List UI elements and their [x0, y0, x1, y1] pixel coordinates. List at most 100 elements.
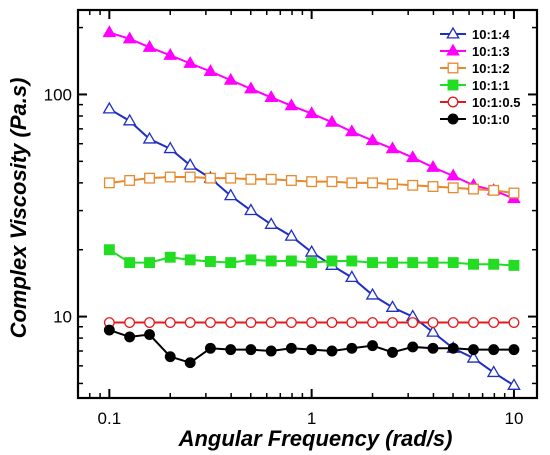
data-point — [468, 183, 479, 195]
data-point — [306, 344, 318, 356]
data-point — [407, 179, 419, 191]
data-point — [183, 56, 198, 68]
data-point — [184, 357, 196, 369]
data-point — [225, 172, 237, 184]
data-point — [164, 317, 176, 329]
series-10-1-3 — [102, 25, 521, 204]
data-point — [447, 317, 459, 329]
data-point — [245, 344, 257, 356]
legend-item: 10:1:4 — [440, 26, 510, 42]
data-point — [306, 257, 318, 269]
data-point — [427, 342, 439, 354]
series-10-1-0-5 — [103, 317, 520, 329]
data-point — [407, 341, 419, 353]
legend-label: 10:1:4 — [472, 27, 510, 42]
data-point — [184, 171, 196, 183]
legend-marker — [447, 62, 459, 74]
legend: 10:1:4 10:1:3 10:1:2 10:1:1 10:1:0.5 10:1:0 — [440, 26, 520, 127]
data-point — [264, 217, 279, 229]
data-point — [245, 254, 257, 266]
data-point — [204, 317, 216, 329]
data-point — [122, 113, 137, 126]
data-point — [204, 172, 216, 184]
data-point — [405, 150, 420, 163]
legend-label: 10:1:2 — [472, 61, 510, 76]
data-point — [385, 300, 400, 312]
data-point — [285, 317, 297, 329]
data-point — [184, 317, 196, 329]
legend-marker — [447, 79, 459, 91]
legend-label: 10:1:3 — [472, 44, 510, 59]
y-tick-label: 10 — [53, 308, 72, 327]
data-point — [367, 257, 378, 269]
data-point — [345, 124, 359, 137]
data-point — [124, 257, 136, 269]
data-point — [468, 258, 479, 270]
data-point — [203, 64, 218, 76]
data-point — [466, 350, 481, 363]
data-point — [284, 228, 299, 241]
data-point — [163, 48, 178, 60]
data-point — [488, 317, 500, 329]
data-point — [285, 255, 297, 267]
data-point — [285, 342, 297, 354]
data-point — [447, 342, 459, 354]
data-point — [365, 133, 380, 146]
data-point — [265, 317, 277, 329]
data-point — [367, 340, 378, 352]
series-layer — [102, 25, 521, 390]
data-point — [468, 344, 479, 356]
y-tick-label: 100 — [44, 85, 72, 104]
data-point — [204, 342, 216, 354]
data-point — [507, 378, 521, 390]
data-point — [367, 177, 378, 189]
data-point — [346, 255, 358, 267]
legend-label: 10:1:1 — [472, 78, 510, 93]
data-point — [346, 317, 358, 329]
data-point — [306, 317, 318, 329]
data-point — [488, 344, 500, 356]
data-point — [304, 244, 319, 257]
data-point — [365, 287, 380, 300]
data-point — [508, 317, 520, 329]
data-point — [325, 114, 339, 127]
data-point — [447, 182, 459, 194]
data-point — [183, 157, 198, 170]
data-point — [387, 178, 398, 190]
data-point — [164, 251, 176, 263]
data-point — [103, 244, 115, 256]
data-point — [508, 259, 520, 271]
data-point — [446, 168, 461, 181]
data-point — [142, 131, 157, 144]
data-point — [387, 346, 398, 358]
legend-label: 10:1:0.5 — [472, 95, 520, 110]
data-point — [427, 257, 439, 269]
data-point — [447, 257, 459, 269]
data-point — [346, 177, 358, 189]
data-point — [265, 255, 277, 267]
data-point — [223, 72, 238, 85]
data-point — [265, 345, 277, 357]
data-point — [142, 40, 157, 52]
data-point — [326, 176, 338, 188]
data-point — [144, 257, 155, 269]
data-point — [486, 365, 501, 378]
data-point — [244, 203, 258, 216]
data-point — [244, 81, 258, 94]
data-point — [508, 187, 520, 199]
legend-item: 10:1:3 — [440, 43, 510, 59]
x-axis-title: Angular Frequency (rad/s) — [178, 426, 453, 451]
data-point — [144, 329, 155, 341]
data-point — [245, 317, 257, 329]
data-point — [304, 106, 319, 119]
legend-item: 10:1:2 — [440, 61, 510, 76]
data-point — [326, 255, 338, 267]
data-point — [326, 345, 338, 357]
data-point — [124, 175, 136, 186]
data-point — [427, 181, 439, 192]
data-point — [488, 258, 500, 270]
legend-marker — [446, 26, 460, 39]
legend-marker — [447, 96, 459, 108]
x-tick-label: 1 — [307, 409, 316, 428]
